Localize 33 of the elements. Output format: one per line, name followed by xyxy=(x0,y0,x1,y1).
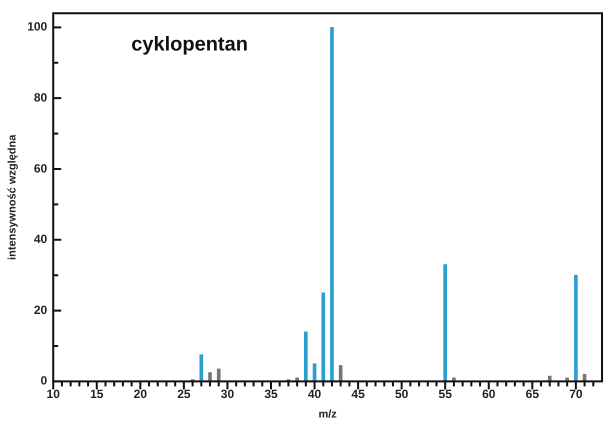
y-tick-label: 100 xyxy=(27,20,48,34)
bar xyxy=(208,372,212,382)
x-tick-label: 20 xyxy=(134,386,148,401)
bar xyxy=(582,374,586,382)
bar xyxy=(199,354,204,382)
x-tick-label: 15 xyxy=(90,386,104,401)
bar xyxy=(216,368,221,382)
y-tick-label: 80 xyxy=(34,90,48,104)
x-axis-title: m/z xyxy=(318,408,338,420)
bar xyxy=(321,292,326,382)
x-tick-label: 40 xyxy=(308,386,322,401)
y-tick-label: 60 xyxy=(34,161,48,176)
y-tick-label: 40 xyxy=(34,232,48,246)
bar xyxy=(312,363,316,382)
x-tick-label: 50 xyxy=(394,386,409,401)
y-axis-title: intensywność względna xyxy=(6,134,19,260)
bar xyxy=(574,274,578,382)
x-tick-label: 10 xyxy=(46,386,60,401)
bar xyxy=(443,264,448,382)
bar xyxy=(338,365,343,382)
x-tick-label: 45 xyxy=(351,386,366,401)
x-tick-label: 35 xyxy=(264,386,278,401)
x-tick-label: 55 xyxy=(438,386,452,401)
bar xyxy=(304,332,308,382)
text: cyklopentan xyxy=(131,34,248,56)
bar xyxy=(330,27,334,382)
x-tick-label: 65 xyxy=(526,386,540,401)
x-tick-label: 30 xyxy=(220,386,234,401)
y-tick-label: 0 xyxy=(40,374,48,388)
x-tick-label: 25 xyxy=(177,386,191,401)
y-tick-label: 20 xyxy=(34,302,48,317)
x-tick-label: 60 xyxy=(482,386,496,401)
x-tick-label: 70 xyxy=(569,386,583,401)
